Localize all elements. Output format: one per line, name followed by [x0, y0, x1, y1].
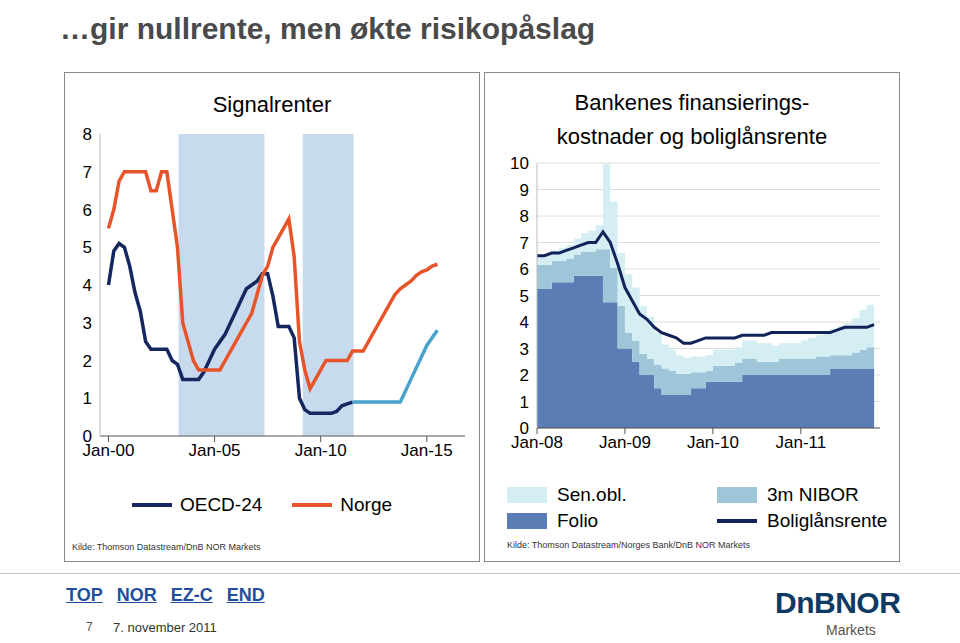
svg-text:Jan-10: Jan-10 — [295, 441, 347, 460]
svg-text:Jan-11: Jan-11 — [775, 433, 826, 452]
html-text:DnBNOR: DnBNOR — [775, 586, 901, 619]
html-text:Norge: Norge — [340, 494, 392, 515]
svg-text:5: 5 — [83, 238, 92, 257]
html-text:7: 7 — [86, 620, 93, 634]
svg-text:6: 6 — [520, 260, 529, 279]
svg-text:4: 4 — [520, 313, 529, 332]
svg-text:3: 3 — [83, 314, 92, 333]
html-text:…gir nullrente, men økte risik: …gir nullrente, men økte risikopåslag — [60, 12, 596, 45]
svg-text:Jan-15: Jan-15 — [401, 441, 453, 460]
svg-text:8: 8 — [83, 125, 92, 144]
svg-text:Jan-10: Jan-10 — [687, 433, 739, 452]
html-text:Boliglånsrente: Boliglånsrente — [767, 510, 888, 531]
html-text:EZ-C: EZ-C — [170, 585, 213, 605]
html-text:OECD-24: OECD-24 — [179, 494, 263, 515]
html-text:NOR: NOR — [116, 585, 157, 605]
svg-text:4: 4 — [83, 276, 92, 295]
html-text:Markets: Markets — [826, 622, 876, 638]
svg-text:Jan-08: Jan-08 — [511, 433, 563, 453]
html-text:7. november 2011: 7. november 2011 — [113, 620, 217, 635]
svg-text:9: 9 — [520, 181, 529, 200]
html-text:3m NIBOR: 3m NIBOR — [767, 484, 859, 505]
html-text:Sen.obl.: Sen.obl. — [557, 484, 627, 505]
svg-text:2: 2 — [520, 366, 529, 385]
svg-text:Jan-09: Jan-09 — [599, 433, 651, 452]
html-text:TOP: TOP — [66, 585, 103, 605]
svg-text:7: 7 — [520, 234, 529, 253]
svg-text:8: 8 — [520, 207, 529, 226]
svg-text:1: 1 — [83, 389, 92, 408]
svg-text:6: 6 — [83, 201, 92, 220]
html-text:Signalrenter: Signalrenter — [212, 92, 332, 117]
svg-text:1: 1 — [520, 393, 529, 412]
svg-text:0: 0 — [83, 427, 92, 446]
html-text:Kilde: Thomson Datastream/Norg: Kilde: Thomson Datastream/Norges Bank/Dn… — [507, 540, 750, 550]
svg-text:2: 2 — [83, 352, 92, 371]
svg-text:5: 5 — [520, 287, 529, 306]
svg-text:3: 3 — [520, 340, 529, 359]
svg-text:10: 10 — [510, 154, 529, 173]
svg-text:Jan-00: Jan-00 — [82, 441, 135, 461]
svg-text:7: 7 — [83, 163, 92, 182]
svg-text:Jan-05: Jan-05 — [189, 441, 241, 460]
html-text:Kilde: Thomson Datastream/DnB: Kilde: Thomson Datastream/DnB NOR Market… — [72, 542, 261, 552]
html-text:Bankenes finansierings-: Bankenes finansierings- — [574, 90, 810, 115]
html-text:kostnader og boliglånsrente: kostnader og boliglånsrente — [556, 124, 828, 149]
html-text:END: END — [226, 585, 265, 605]
html-text:Folio: Folio — [557, 510, 599, 531]
svg-text:0: 0 — [520, 419, 529, 438]
